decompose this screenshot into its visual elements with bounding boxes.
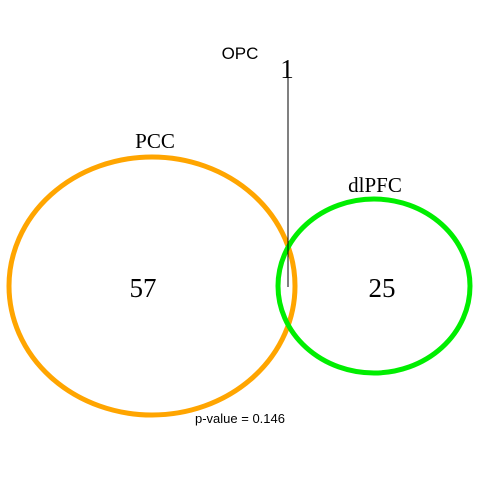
pvalue-text: p-value = 0.146 [195, 411, 285, 426]
opc-label: OPC [222, 44, 259, 63]
opc-count: 1 [280, 54, 294, 84]
pcc-count: 57 [130, 273, 157, 303]
dlpfc-label: dlPFC [348, 173, 402, 197]
pcc-label: PCC [135, 129, 175, 153]
dlpfc-ellipse [275, 196, 473, 376]
pcc-ellipse [6, 154, 298, 418]
dlpfc-count: 25 [369, 273, 396, 303]
